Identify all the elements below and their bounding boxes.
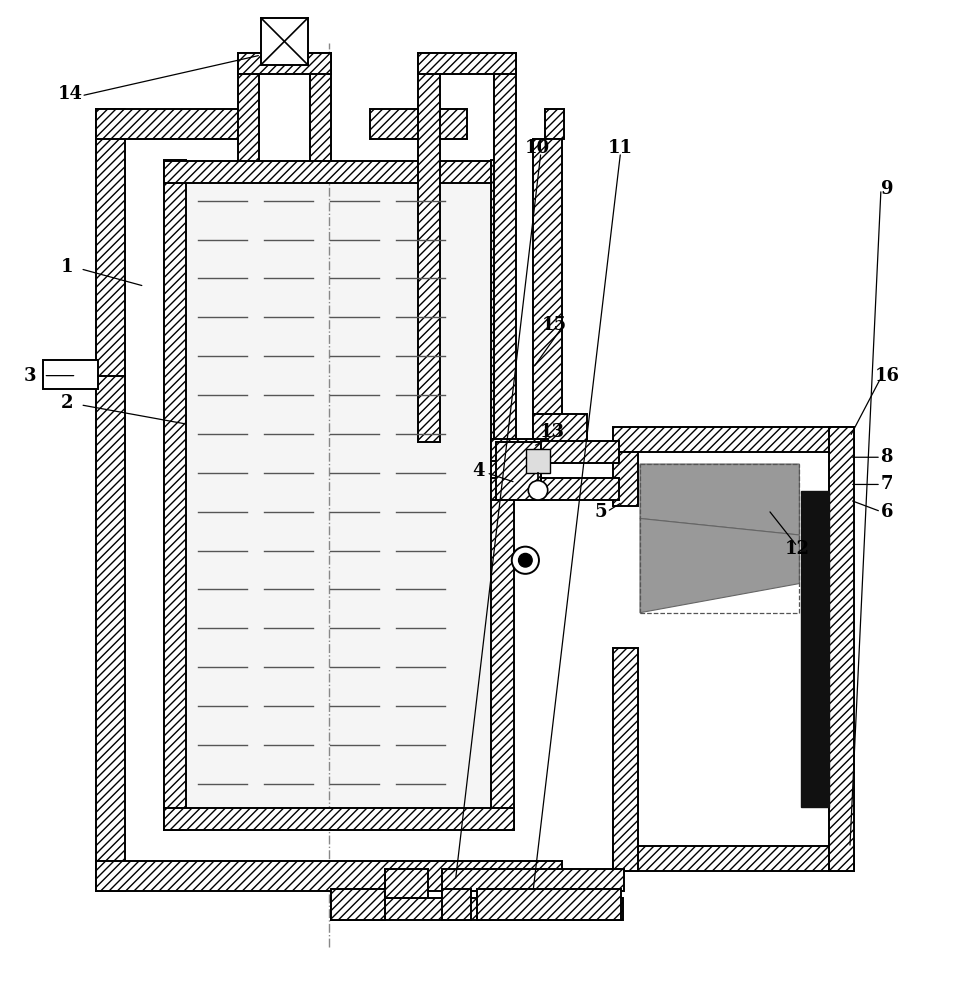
- Bar: [96, 109, 126, 891]
- Bar: [828, 427, 853, 871]
- Text: 5: 5: [595, 503, 607, 521]
- Bar: [496, 442, 541, 500]
- Bar: [613, 846, 853, 871]
- Bar: [491, 478, 548, 500]
- Bar: [802, 491, 828, 807]
- Bar: [477, 889, 621, 920]
- Text: 3: 3: [23, 367, 36, 385]
- Text: 8: 8: [881, 448, 893, 466]
- Bar: [613, 427, 853, 452]
- Text: 15: 15: [542, 316, 567, 334]
- Bar: [418, 53, 440, 442]
- Bar: [331, 898, 623, 920]
- Text: 4: 4: [473, 462, 485, 480]
- Bar: [186, 182, 491, 808]
- Bar: [163, 160, 186, 830]
- Bar: [491, 439, 548, 461]
- Bar: [526, 449, 550, 473]
- Bar: [442, 869, 625, 891]
- Bar: [96, 109, 239, 139]
- Bar: [494, 53, 516, 442]
- Bar: [491, 160, 514, 830]
- Text: 11: 11: [608, 139, 633, 157]
- Bar: [613, 452, 638, 506]
- Bar: [533, 414, 587, 444]
- Bar: [541, 441, 619, 463]
- Text: 7: 7: [881, 475, 893, 493]
- Bar: [545, 109, 564, 139]
- Text: 16: 16: [875, 367, 899, 385]
- Polygon shape: [640, 518, 800, 613]
- Bar: [163, 161, 514, 183]
- Bar: [44, 360, 98, 389]
- Text: 2: 2: [60, 394, 73, 412]
- Text: 12: 12: [785, 540, 810, 558]
- Bar: [309, 53, 331, 161]
- Bar: [370, 109, 467, 139]
- Circle shape: [512, 547, 539, 574]
- Bar: [96, 861, 562, 891]
- Bar: [237, 53, 331, 74]
- Bar: [541, 478, 619, 500]
- Text: 14: 14: [58, 85, 83, 103]
- Bar: [261, 18, 307, 65]
- Text: 9: 9: [881, 180, 893, 198]
- Bar: [533, 139, 562, 442]
- Bar: [613, 648, 638, 871]
- Text: 1: 1: [60, 258, 73, 276]
- Bar: [237, 53, 259, 161]
- Text: 6: 6: [881, 503, 893, 521]
- Bar: [331, 889, 385, 920]
- Bar: [385, 869, 428, 898]
- Bar: [163, 808, 514, 830]
- Bar: [442, 889, 471, 920]
- Bar: [418, 53, 516, 74]
- Bar: [638, 452, 828, 846]
- Polygon shape: [640, 464, 800, 535]
- Circle shape: [528, 481, 548, 500]
- Circle shape: [519, 553, 532, 567]
- Text: 13: 13: [540, 423, 565, 441]
- Text: 10: 10: [524, 139, 550, 157]
